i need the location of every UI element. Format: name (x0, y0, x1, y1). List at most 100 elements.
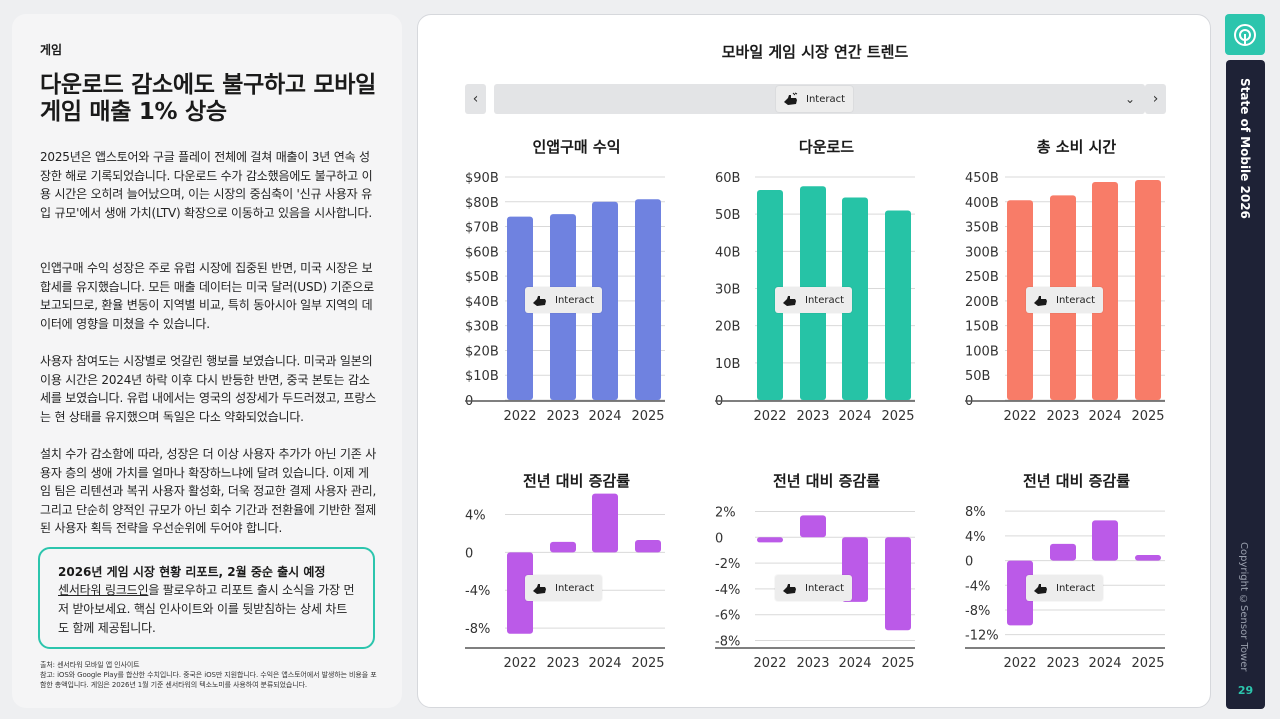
x-tick-label: 2022 (753, 656, 786, 671)
bar-2025 (1135, 179, 1161, 400)
x-tick-label: 2024 (838, 409, 871, 424)
x-tick-label: 2023 (1046, 409, 1079, 424)
chart-title: 전년 대비 증감률 (523, 472, 630, 490)
x-tick-label: 2022 (753, 409, 786, 424)
report-title-wrap: State of Mobile 2026 (1226, 78, 1265, 219)
paragraph-2: 인앱구매 수익 성장은 주로 유럽 시장에 집중된 반면, 미국 시장은 보합세… (40, 261, 374, 331)
bar-2024 (592, 201, 618, 400)
report-title: State of Mobile 2026 (1238, 78, 1252, 219)
interact-badge-downloads[interactable]: Interact (775, 287, 853, 313)
y-tick-label: 250B (965, 270, 999, 285)
chart-title: 전년 대비 증감률 (1023, 472, 1130, 490)
y-tick-label: 30B (715, 283, 740, 298)
x-tick-label: 2025 (631, 656, 664, 671)
charts-canvas: 인앱구매 수익 0 $10B $20B $30B $40B $50B $60B $70B $80B… (465, 138, 1165, 671)
y-tick-label: -8% (965, 604, 990, 619)
interact-label: Interact (555, 582, 595, 594)
chart-title: 다운로드 (799, 138, 854, 156)
x-tick-label: 2022 (1003, 656, 1036, 671)
y-tick-label: $40B (465, 295, 499, 310)
interact-badge-yoy-downloads[interactable]: Interact (775, 575, 853, 601)
y-tick-label: $80B (465, 196, 499, 211)
x-tick-label: 2022 (503, 409, 536, 424)
x-tick-label: 2023 (796, 656, 829, 671)
x-tick-label: 2025 (1131, 656, 1164, 671)
interact-badge-time[interactable]: Interact (1026, 287, 1104, 313)
side-rail: State of Mobile 2026 Copyright ©Sensor T… (1226, 60, 1265, 709)
chart-title: 전년 대비 증감률 (773, 472, 880, 490)
selector-interact-badge[interactable]: Interact (776, 86, 854, 112)
hand-pointer-icon (1034, 584, 1047, 594)
interact-label: Interact (805, 582, 845, 594)
y-tick-label: 0 (715, 531, 723, 546)
callout-title: 2026년 게임 시장 현황 리포트, 2월 중순 출시 예정 (58, 565, 326, 579)
x-tick-label: 2025 (881, 656, 914, 671)
bar-2022 (507, 216, 533, 400)
y-tick-label: 0 (465, 546, 473, 561)
y-tick-label: -4% (715, 583, 740, 598)
bar-2022 (507, 552, 533, 634)
x-tick-label: 2024 (1088, 409, 1121, 424)
y-tick-label: $50B (465, 270, 499, 285)
bar-2022 (1007, 200, 1033, 400)
x-tick-label: 2025 (631, 409, 664, 424)
x-tick-label: 2022 (503, 656, 536, 671)
next-button[interactable]: › (1145, 84, 1166, 114)
y-tick-label: -12% (965, 629, 999, 644)
interact-label: Interact (555, 294, 595, 306)
linkedin-link[interactable]: 센서타워 링크드인 (58, 583, 149, 597)
paragraph-1: 2025년은 앱스토어와 구글 플레이 전체에 걸쳐 매출이 3년 연속 성장한… (40, 150, 373, 220)
y-tick-label: 4% (465, 508, 486, 523)
x-tick-label: 2025 (1131, 409, 1164, 424)
y-tick-label: 10B (715, 357, 740, 372)
selector-label: Interact (806, 93, 846, 105)
bar-2025 (885, 537, 911, 631)
hand-pointer-icon (783, 296, 796, 306)
bar-2025 (635, 540, 661, 553)
bar-2025 (885, 210, 911, 400)
y-tick-label: $10B (465, 369, 499, 384)
paragraph-3: 사용자 참여도는 시장별로 엇갈린 행보를 보였습니다. 미국과 일본의 이용 … (40, 354, 377, 424)
interact-badge-yoy-revenue[interactable]: Interact (525, 575, 603, 601)
hand-pointer-icon (783, 584, 796, 594)
y-tick-label: 400B (965, 196, 999, 211)
y-tick-label: 4% (965, 530, 986, 545)
x-tick-label: 2024 (838, 656, 871, 671)
y-tick-label: 50B (965, 369, 990, 384)
sensor-tower-logo-icon[interactable] (1225, 14, 1265, 55)
bar-2022 (757, 537, 783, 543)
chevron-down-icon: ⌄ (1124, 92, 1135, 106)
hand-pointer-icon (533, 584, 546, 594)
prev-button[interactable]: ‹ (465, 84, 486, 114)
y-tick-label: 350B (965, 221, 999, 236)
bar-2022 (757, 190, 783, 400)
chart-selector[interactable]: Interact ⌄ (494, 84, 1145, 114)
hand-pointer-icon (784, 92, 798, 105)
logo-mark (1234, 23, 1256, 46)
y-tick-label: 150B (965, 320, 999, 335)
y-tick-label: $60B (465, 245, 499, 260)
x-tick-label: 2022 (1003, 409, 1036, 424)
y-tick-label: $20B (465, 344, 499, 359)
report-callout: 2026년 게임 시장 현황 리포트, 2월 중순 출시 예정 센서타워 링크드… (38, 547, 375, 649)
y-tick-label: 60B (715, 171, 740, 186)
bar-2023 (800, 515, 826, 538)
interact-badge-yoy-time[interactable]: Interact (1026, 575, 1104, 601)
y-tick-label: -8% (715, 635, 740, 650)
y-tick-label: -2% (715, 557, 740, 572)
bar-2023 (1050, 543, 1076, 561)
right-arrow-icon: › (1152, 91, 1159, 107)
y-tick-label: -6% (715, 609, 740, 624)
y-tick-label: 50B (715, 208, 740, 223)
x-tick-label: 2024 (588, 409, 621, 424)
interact-badge-revenue[interactable]: Interact (525, 287, 603, 313)
panel-title: 모바일 게임 시장 연간 트렌드 (721, 43, 909, 61)
y-tick-label: -4% (465, 584, 490, 599)
page-number: 29 (1237, 684, 1254, 697)
y-tick-label: -8% (465, 622, 490, 637)
y-tick-label: $30B (465, 320, 499, 335)
y-tick-label: 2% (715, 505, 736, 520)
article-panel: 게임 다운로드 감소에도 불구하고 모바일 게임 매출 1% 상승 2025년은… (12, 14, 402, 708)
chart-title: 총 소비 시간 (1037, 138, 1117, 156)
bar-2025 (635, 199, 661, 400)
